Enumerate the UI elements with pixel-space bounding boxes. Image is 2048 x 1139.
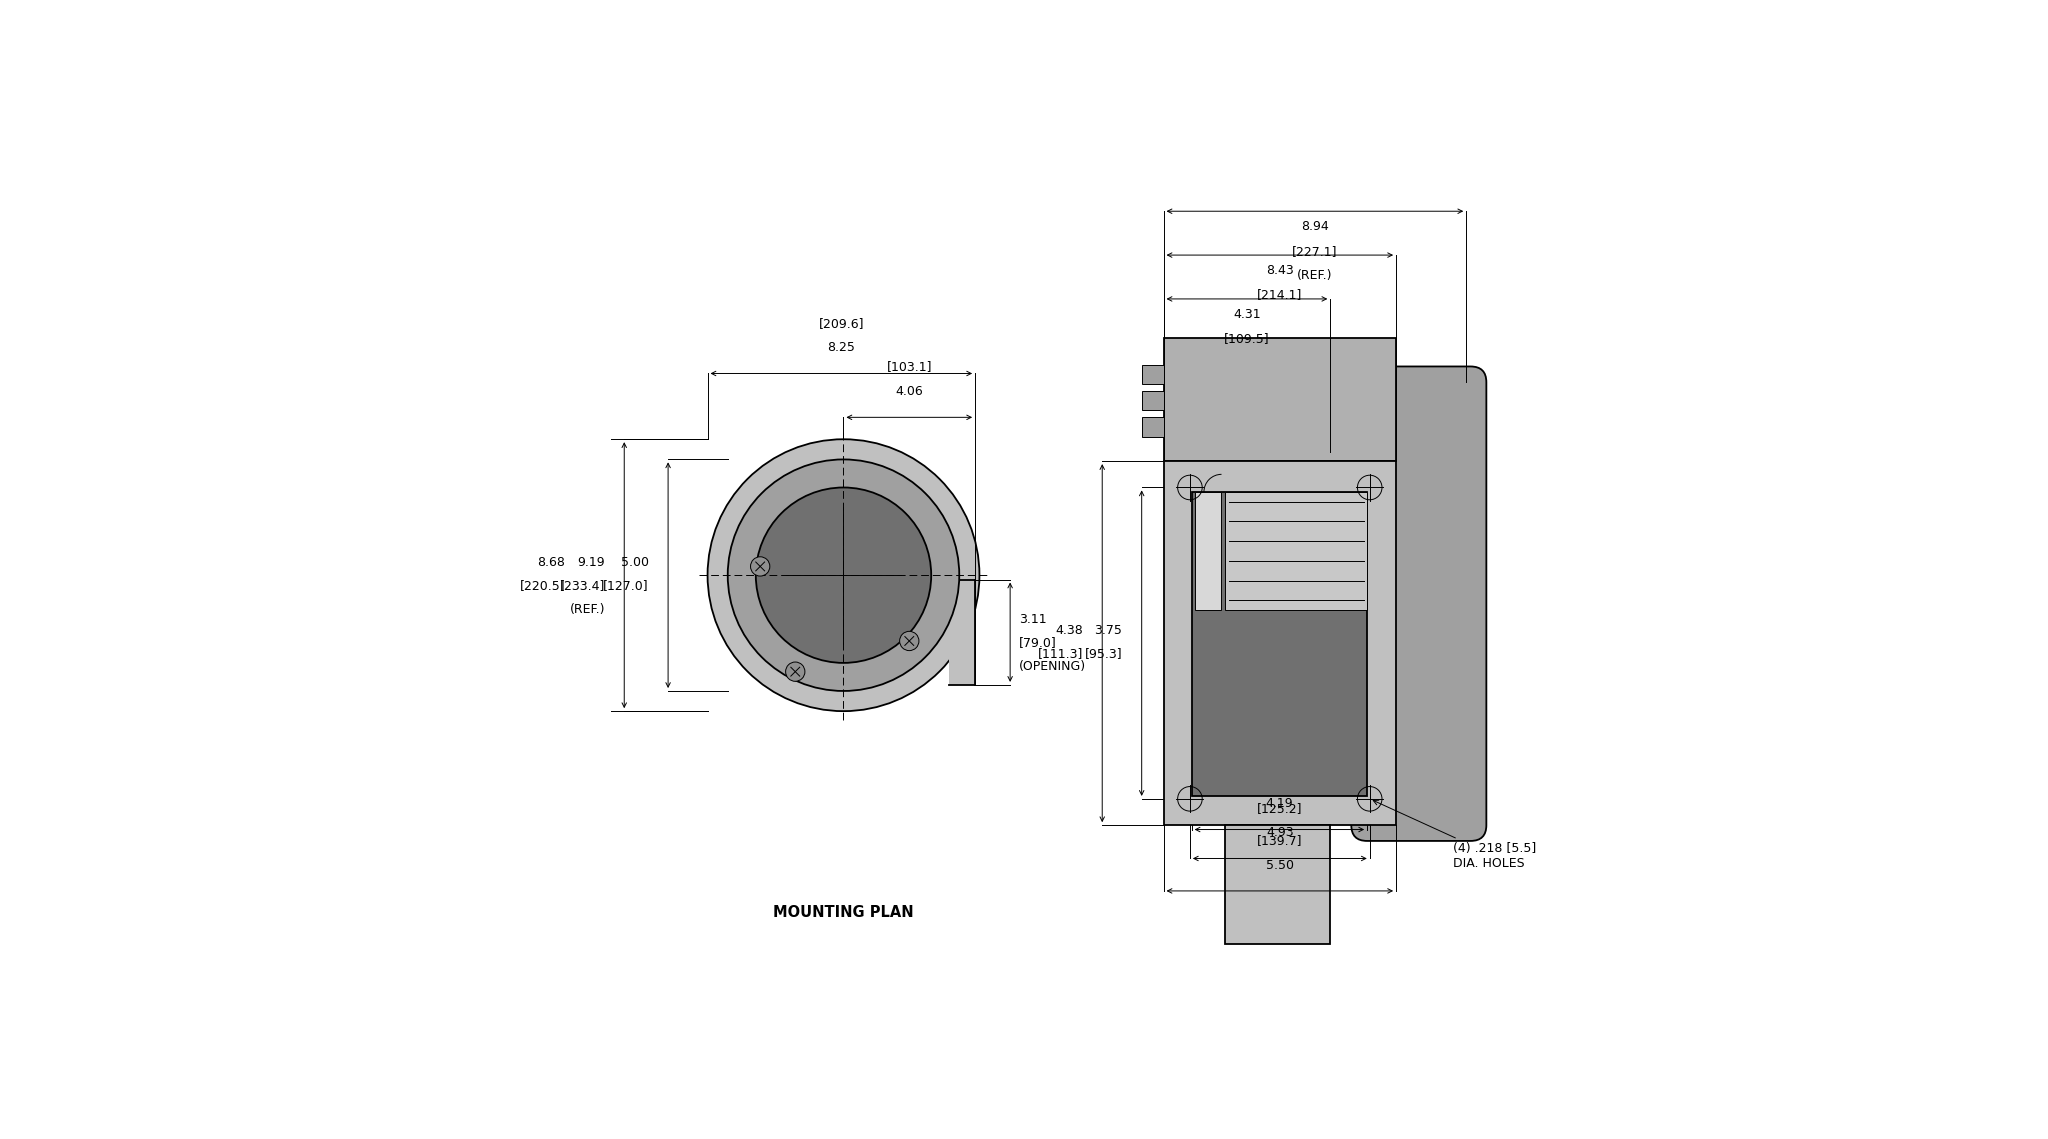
Bar: [1141, 417, 1163, 436]
Circle shape: [727, 459, 958, 691]
Bar: [1141, 364, 1163, 384]
Text: 4.19: 4.19: [1266, 797, 1292, 810]
Text: [227.1]: [227.1]: [1292, 245, 1337, 257]
Text: 8.94: 8.94: [1300, 220, 1329, 233]
Bar: [1225, 825, 1331, 943]
Text: [127.0]: [127.0]: [604, 580, 649, 592]
Bar: [1192, 492, 1368, 796]
Bar: [1225, 492, 1368, 611]
Text: 3.11: 3.11: [1020, 613, 1047, 625]
Text: 4.31: 4.31: [1233, 308, 1262, 321]
Bar: [1163, 461, 1397, 825]
Bar: [1141, 391, 1163, 410]
Circle shape: [786, 662, 805, 681]
Text: 5.00: 5.00: [621, 556, 649, 568]
Text: [125.2]: [125.2]: [1257, 802, 1303, 814]
FancyBboxPatch shape: [1352, 367, 1487, 841]
Bar: [948, 580, 975, 685]
Text: 4.38: 4.38: [1055, 623, 1083, 637]
Text: [79.0]: [79.0]: [1020, 637, 1057, 649]
Text: 9.19: 9.19: [578, 556, 604, 568]
Text: [103.1]: [103.1]: [887, 360, 932, 374]
Bar: [1196, 492, 1221, 611]
Text: 8.68: 8.68: [539, 556, 565, 568]
Circle shape: [707, 440, 979, 711]
Circle shape: [899, 631, 920, 650]
Text: [111.3]: [111.3]: [1038, 647, 1083, 661]
Text: 4.06: 4.06: [895, 385, 924, 398]
Text: 8.43: 8.43: [1266, 264, 1294, 277]
Text: (REF.): (REF.): [1296, 269, 1333, 282]
Text: [109.5]: [109.5]: [1225, 333, 1270, 345]
Circle shape: [756, 487, 932, 663]
Text: 3.75: 3.75: [1094, 623, 1122, 637]
Text: MOUNTING PLAN: MOUNTING PLAN: [774, 906, 913, 920]
Text: 5.50: 5.50: [1266, 859, 1294, 871]
Text: [233.4]: [233.4]: [559, 580, 604, 592]
Text: (OPENING): (OPENING): [1020, 659, 1085, 673]
Text: [220.5]: [220.5]: [520, 580, 565, 592]
Text: [139.7]: [139.7]: [1257, 834, 1303, 847]
Text: [209.6]: [209.6]: [819, 317, 864, 329]
Text: (REF.): (REF.): [569, 603, 604, 616]
Text: (4) .218 [5.5]
DIA. HOLES: (4) .218 [5.5] DIA. HOLES: [1374, 801, 1536, 870]
Text: [95.3]: [95.3]: [1085, 647, 1122, 661]
Bar: [1163, 338, 1397, 461]
Text: 4.93: 4.93: [1266, 826, 1294, 839]
Text: 8.25: 8.25: [827, 342, 856, 354]
Text: [106.4]: [106.4]: [1257, 772, 1303, 786]
Text: [214.1]: [214.1]: [1257, 288, 1303, 302]
Circle shape: [750, 557, 770, 576]
